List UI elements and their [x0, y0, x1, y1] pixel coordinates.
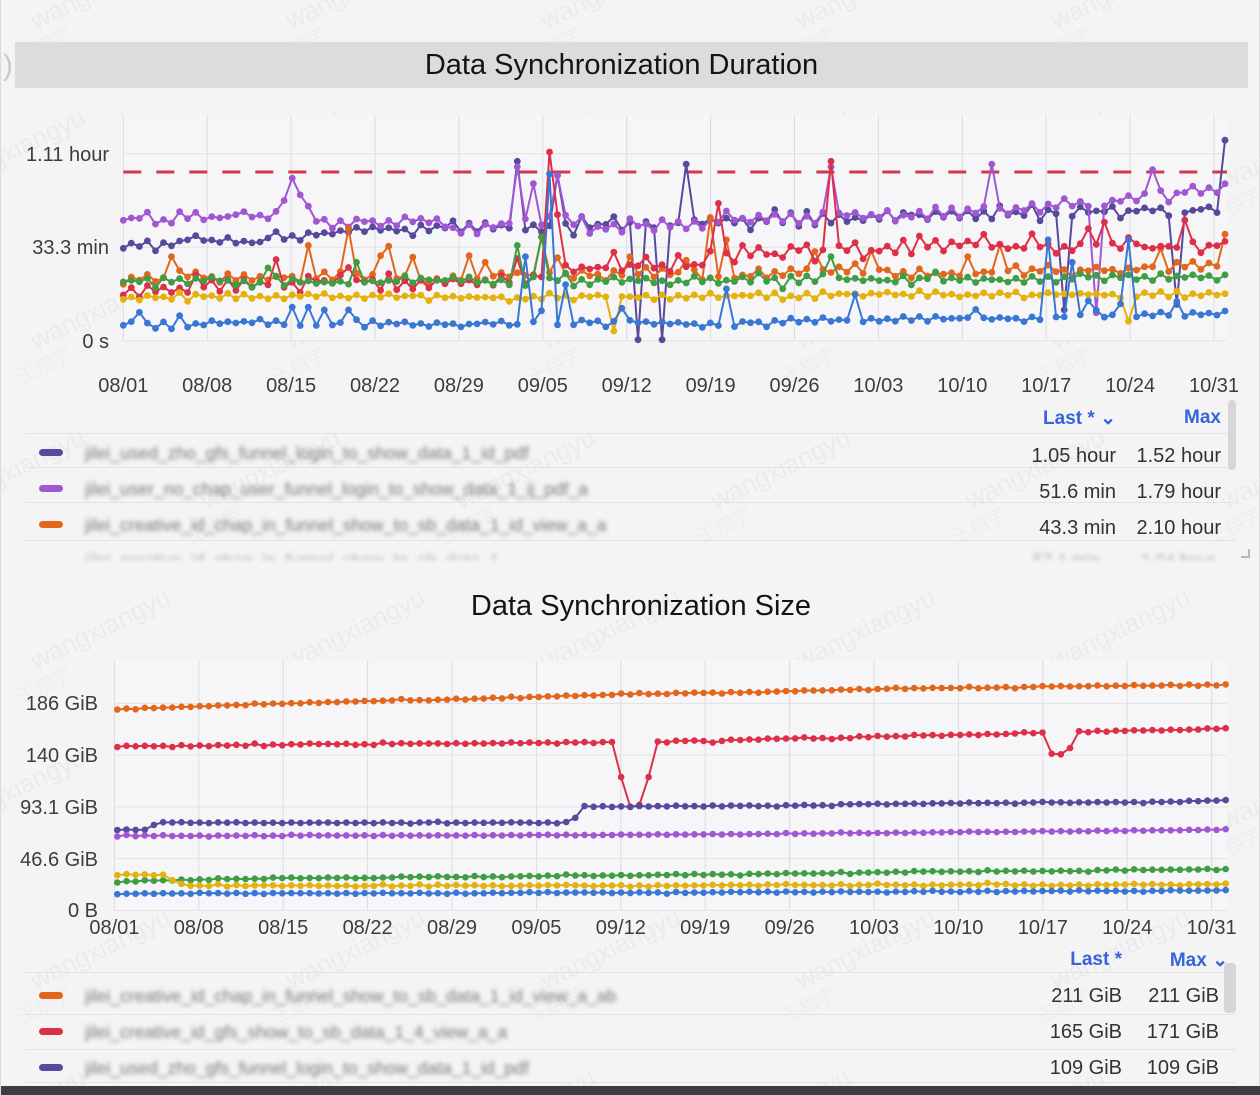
svg-text:10/10: 10/10 [933, 917, 983, 939]
svg-text:0 s: 0 s [82, 331, 109, 353]
svg-text:46.6 GiB: 46.6 GiB [20, 849, 98, 871]
svg-text:08/01: 08/01 [98, 375, 148, 397]
svg-text:08/22: 08/22 [350, 375, 400, 397]
svg-text:10/24: 10/24 [1105, 375, 1155, 397]
svg-text:09/12: 09/12 [596, 917, 646, 939]
svg-text:10/03: 10/03 [849, 917, 899, 939]
svg-text:10/31: 10/31 [1189, 375, 1239, 397]
svg-text:0 B: 0 B [68, 900, 98, 922]
svg-text:08/08: 08/08 [182, 375, 232, 397]
svg-text:09/12: 09/12 [602, 375, 652, 397]
svg-text:09/26: 09/26 [765, 917, 815, 939]
svg-text:93.1 GiB: 93.1 GiB [20, 797, 98, 819]
svg-text:08/01: 08/01 [89, 917, 139, 939]
svg-text:08/15: 08/15 [258, 917, 308, 939]
svg-text:1.11 hour: 1.11 hour [26, 144, 109, 166]
svg-text:09/19: 09/19 [680, 917, 730, 939]
svg-text:)): )) [1, 49, 13, 82]
svg-text:57.1 min: 57.1 min [1033, 550, 1100, 570]
svg-text:10/17: 10/17 [1018, 917, 1068, 939]
svg-text:09/05: 09/05 [511, 917, 561, 939]
svg-text:jilei_creative_id_chap_in_funn: jilei_creative_id_chap_in_funnel_show_to… [84, 515, 607, 536]
svg-text:10/03: 10/03 [853, 375, 903, 397]
svg-text:08/22: 08/22 [343, 917, 393, 939]
svg-text:186 GiB: 186 GiB [26, 693, 98, 715]
svg-text:jilei_creative_id_gfs_show_to_: jilei_creative_id_gfs_show_to_sb_data_1_… [84, 1022, 508, 1043]
svg-text:jilei_used_zho_gfs_funnel_logi: jilei_used_zho_gfs_funnel_login_to_show_… [84, 443, 529, 464]
svg-text:08/15: 08/15 [266, 375, 316, 397]
svg-text:08/29: 08/29 [427, 917, 477, 939]
svg-text:140 GiB: 140 GiB [26, 745, 98, 767]
svg-text:10/10: 10/10 [937, 375, 987, 397]
svg-text:10/24: 10/24 [1102, 917, 1152, 939]
svg-text:33.3 min: 33.3 min [32, 237, 109, 259]
svg-text:10/17: 10/17 [1021, 375, 1071, 397]
svg-text:jilei_creative_id_chap_in_funn: jilei_creative_id_chap_in_funnel_show_to… [84, 550, 499, 571]
svg-text:10/31: 10/31 [1187, 917, 1237, 939]
svg-text:jilei_used_zho_gfs_funnel_logi: jilei_used_zho_gfs_funnel_login_to_show_… [84, 1058, 529, 1079]
svg-text:09/26: 09/26 [769, 375, 819, 397]
svg-text:09/05: 09/05 [518, 375, 568, 397]
svg-text:09/19: 09/19 [686, 375, 736, 397]
svg-text:08/08: 08/08 [174, 917, 224, 939]
svg-text:jilei_creative_id_chap_in_funn: jilei_creative_id_chap_in_funnel_show_to… [84, 986, 616, 1007]
svg-text:08/29: 08/29 [434, 375, 484, 397]
svg-text:1.04 hour: 1.04 hour [1141, 550, 1215, 570]
svg-text:jilei_user_no_chap_user_funnel: jilei_user_no_chap_user_funnel_login_to_… [84, 479, 588, 500]
